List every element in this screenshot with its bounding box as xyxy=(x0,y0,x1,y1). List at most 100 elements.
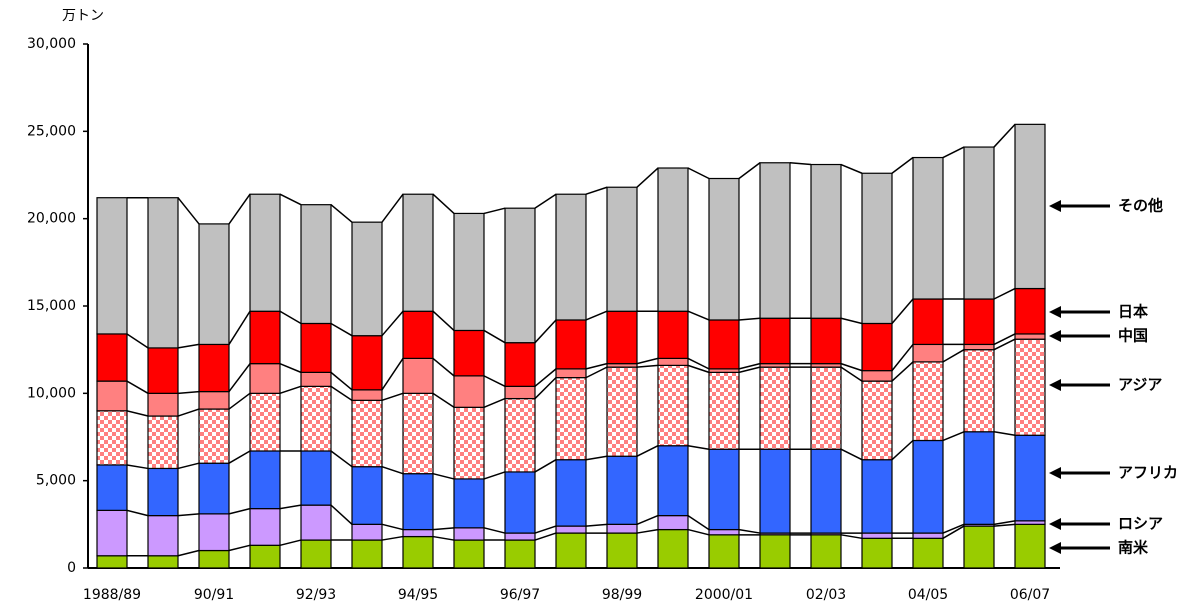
bar-segment xyxy=(96,464,128,511)
bar-segment xyxy=(657,445,689,517)
legend-arrowhead xyxy=(1049,379,1061,391)
x-tick-label: 1988/89 xyxy=(83,587,141,603)
bar-segment xyxy=(963,298,995,346)
legend-label: 日本 xyxy=(1118,303,1148,321)
connector-line xyxy=(483,207,506,215)
connector-line xyxy=(993,520,1016,526)
connector-line xyxy=(636,364,659,368)
bar-segment xyxy=(708,448,740,531)
x-tick-label: 98/99 xyxy=(602,587,642,603)
connector-line xyxy=(381,465,404,475)
connector-line xyxy=(636,445,659,457)
connector-line xyxy=(891,156,914,174)
bar-segment xyxy=(708,177,740,321)
bar-segment xyxy=(759,162,791,319)
connector-line xyxy=(432,357,455,377)
connector-line xyxy=(432,472,455,480)
bar-segment xyxy=(351,335,383,391)
connector-line xyxy=(738,366,761,374)
legend-arrowhead xyxy=(1049,330,1061,342)
bar-segment xyxy=(198,223,230,346)
legend-arrowhead xyxy=(1049,306,1061,318)
bar-segment xyxy=(300,450,332,506)
bar-segment xyxy=(810,317,842,365)
connector-line xyxy=(228,193,251,225)
bar-segment xyxy=(96,555,128,569)
bar-segment xyxy=(1014,333,1046,340)
connector-line xyxy=(228,544,251,552)
y-tick-label: 30,000 xyxy=(27,36,76,52)
x-tick-label: 94/95 xyxy=(398,587,438,603)
connector-line xyxy=(534,193,557,209)
connector-line xyxy=(432,535,455,541)
y-unit: 万トン xyxy=(62,8,104,24)
bar-segment xyxy=(963,349,995,433)
x-tick-label: 06/07 xyxy=(1010,587,1050,603)
bar-segment xyxy=(606,455,638,525)
bar-segment xyxy=(249,310,281,365)
bar-segment xyxy=(453,539,485,569)
bar-segment xyxy=(912,439,944,534)
connector-line xyxy=(126,333,149,349)
bar-segment xyxy=(1014,287,1046,335)
bar-segment xyxy=(504,385,536,400)
legend-arrowhead xyxy=(1049,467,1061,479)
bar-segment xyxy=(912,361,944,442)
connector-line xyxy=(228,310,251,345)
bar-segment xyxy=(402,473,434,531)
connector-line xyxy=(177,549,200,557)
connector-line xyxy=(330,385,353,401)
bar-segment xyxy=(402,310,434,359)
bar-segment xyxy=(453,212,485,332)
connector-line xyxy=(330,450,353,468)
bar-segment xyxy=(96,380,128,412)
bar-segment xyxy=(606,366,638,457)
bar-segment xyxy=(402,528,434,538)
bar-segment xyxy=(657,167,689,312)
connector-line xyxy=(381,392,404,402)
connector-line xyxy=(279,310,302,325)
bar-segment xyxy=(606,523,638,534)
bar-segment xyxy=(861,322,893,372)
connector-line xyxy=(687,310,710,321)
bar-segment xyxy=(1014,338,1046,436)
connector-line xyxy=(279,193,302,206)
connector-line xyxy=(228,363,251,393)
bar-segment xyxy=(249,508,281,546)
connector-line xyxy=(381,535,404,541)
connector-line xyxy=(228,450,251,464)
bar-segment xyxy=(198,343,230,393)
connector-line xyxy=(126,464,149,470)
bar-segment xyxy=(300,204,332,325)
y-tick-label: 10,000 xyxy=(27,385,76,401)
connector-line xyxy=(636,528,659,534)
bar-segment xyxy=(300,504,332,541)
connector-line xyxy=(942,431,965,442)
connector-line xyxy=(483,527,506,534)
bar-segment xyxy=(861,380,893,461)
connector-line xyxy=(636,167,659,188)
bar-segment xyxy=(606,310,638,365)
y-tick-label: 5,000 xyxy=(36,473,76,489)
x-tick-label: 96/97 xyxy=(500,587,540,603)
bar-segment xyxy=(249,363,281,394)
connector-line xyxy=(738,317,761,321)
bar-segment xyxy=(708,534,740,569)
bar-segment xyxy=(351,399,383,468)
connector-line xyxy=(126,410,149,417)
connector-line xyxy=(534,532,557,541)
connector-line xyxy=(687,167,710,180)
bar-segment xyxy=(912,298,944,346)
bar-segment xyxy=(555,459,587,527)
bar-segment xyxy=(912,343,944,363)
connector-line xyxy=(738,362,761,370)
connector-line xyxy=(840,366,863,382)
bar-segment xyxy=(351,466,383,525)
bar-segment xyxy=(759,534,791,569)
connector-line xyxy=(585,310,608,321)
y-tick-label: 15,000 xyxy=(27,298,76,314)
connector-line xyxy=(177,390,200,395)
connector-line xyxy=(483,375,506,388)
bar-segment xyxy=(606,186,638,312)
